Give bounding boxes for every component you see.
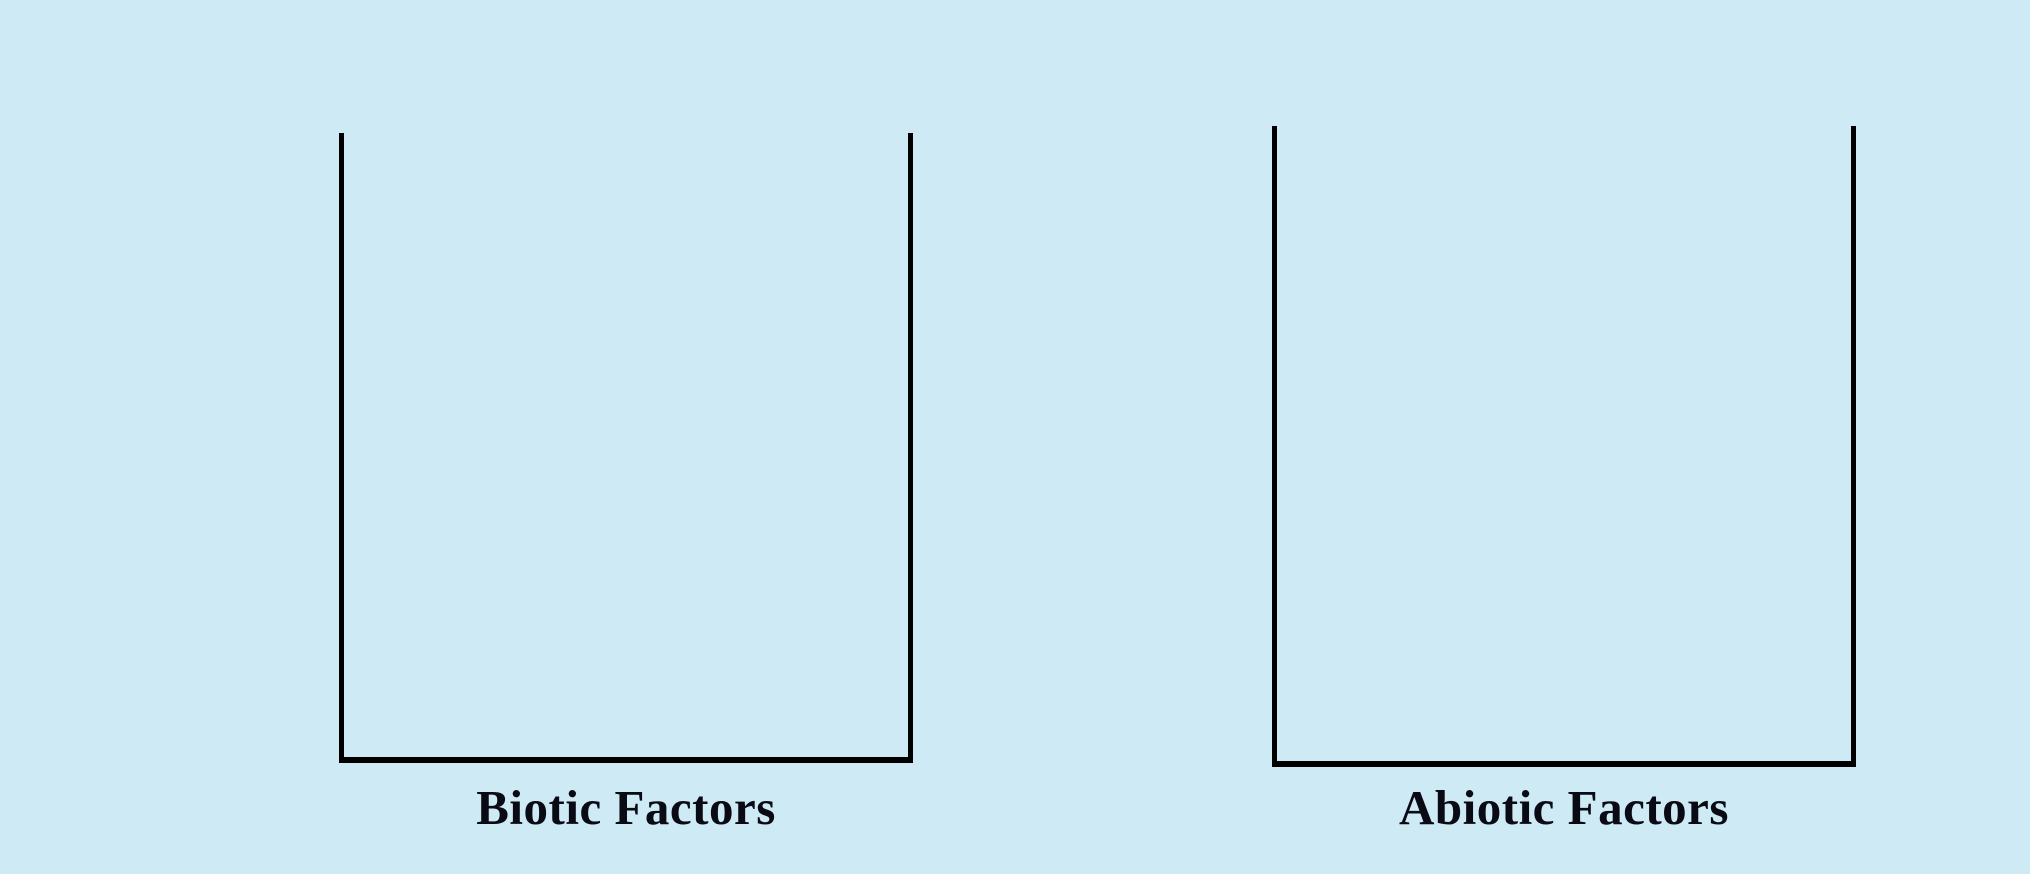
biotic-factors-label: Biotic Factors: [476, 780, 776, 835]
abiotic-factors-bin[interactable]: [1272, 126, 1856, 767]
abiotic-factors-drop-zone[interactable]: [1277, 126, 1851, 761]
biotic-factors-bin[interactable]: [339, 133, 913, 763]
biotic-factors-drop-zone[interactable]: [344, 133, 908, 757]
abiotic-factors-label: Abiotic Factors: [1399, 780, 1729, 835]
